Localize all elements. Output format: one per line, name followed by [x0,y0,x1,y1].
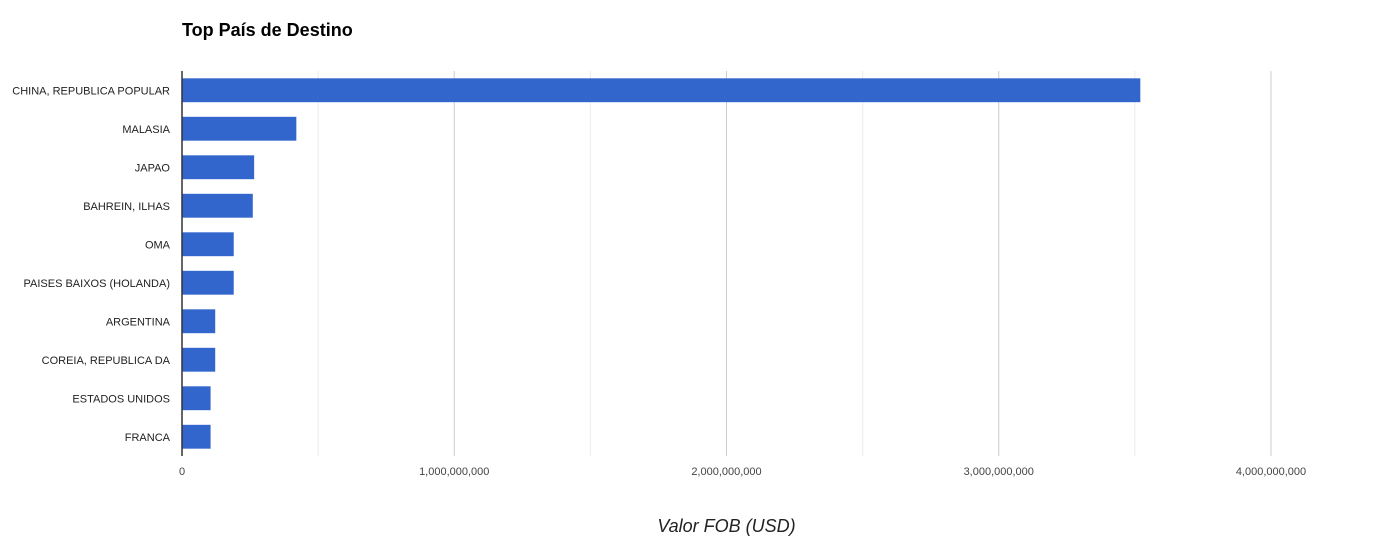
category-label: FRANCA [125,432,171,444]
x-tick-label: 1,000,000,000 [419,466,489,478]
bar [182,347,216,372]
category-label: ESTADOS UNIDOS [72,393,170,405]
category-label: MALASIA [122,124,170,136]
bar [182,309,216,334]
x-tick-label: 0 [179,466,185,478]
category-label: CHINA, REPUBLICA POPULAR [12,85,170,97]
x-axis-title: Valor FOB (USD) [657,516,795,536]
bar [182,116,297,141]
x-tick-label: 4,000,000,000 [1236,466,1306,478]
category-label: OMA [145,239,171,251]
category-label: JAPAO [135,162,171,174]
category-label: ARGENTINA [106,316,171,328]
x-tick-label: 3,000,000,000 [964,466,1034,478]
bar [182,78,1141,103]
bar [182,232,234,257]
category-label: COREIA, REPUBLICA DA [42,355,171,367]
x-tick-label: 2,000,000,000 [691,466,761,478]
chart-title: Top País de Destino [182,20,353,40]
bar [182,193,253,218]
bar [182,155,255,180]
category-label: BAHREIN, ILHAS [83,201,170,213]
bar [182,386,211,411]
bar [182,270,234,295]
bar [182,424,211,449]
category-label: PAISES BAIXOS (HOLANDA) [23,278,170,290]
